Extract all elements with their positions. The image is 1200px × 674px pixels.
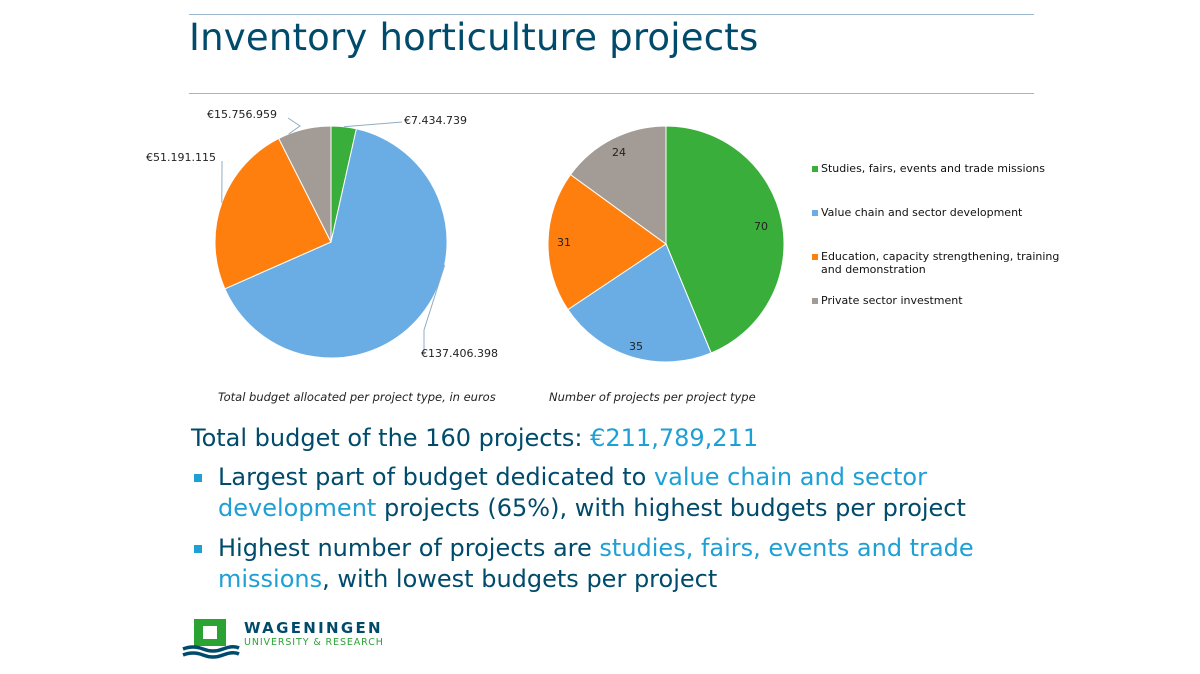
bullet-square-icon — [194, 474, 202, 482]
legend-label: Value chain and sector development — [821, 206, 1023, 219]
finding-text: Largest part of budget dedicated to — [218, 463, 654, 491]
finding-count: Highest number of projects are studies, … — [191, 533, 1041, 595]
budget-pie-chart: €7.434.739 €137.406.398 €51.191.115 €15.756… — [146, 108, 498, 360]
legend-swatch — [812, 210, 818, 216]
budget-chart-caption: Total budget allocated per project type,… — [218, 390, 496, 404]
summary-prefix: Total budget of the 160 projects: — [191, 424, 591, 452]
top-rule — [189, 14, 1034, 15]
legend-item-studies: Studies, fairs, events and trade mission… — [812, 162, 1062, 175]
data-label: 31 — [557, 236, 571, 249]
data-label: 70 — [754, 220, 768, 233]
data-label: €15.756.959 — [207, 108, 277, 121]
legend-label: Education, capacity strengthening, train… — [821, 250, 1060, 276]
finding-text: Highest number of projects are — [218, 534, 600, 562]
legend-item-value-chain: Value chain and sector development — [812, 206, 1062, 219]
total-budget-amount: €211,789,211 — [590, 424, 759, 452]
leader-line — [287, 117, 301, 135]
pie-slice — [569, 125, 667, 245]
wageningen-logo-icon — [182, 619, 240, 659]
title-rule — [189, 93, 1034, 94]
slide-title: Inventory horticulture projects — [189, 16, 759, 59]
legend-swatch — [812, 298, 818, 304]
data-label: €7.434.739 — [404, 114, 467, 127]
pie-charts: €7.434.739 €137.406.398 €51.191.115 €15.756… — [146, 108, 785, 363]
leader-line — [423, 264, 446, 352]
count-chart-caption: Number of projects per project type — [549, 390, 756, 404]
finding-budget: Largest part of budget dedicated to valu… — [191, 462, 1041, 524]
legend-label: Studies, fairs, events and trade mission… — [821, 162, 1046, 175]
finding-text: projects (65%), with highest budgets per… — [376, 494, 966, 522]
legend-item-private-sector: Private sector investment — [812, 294, 1062, 307]
project-count-pie-chart: 70 35 31 24 — [547, 125, 785, 363]
legend-label: Private sector investment — [821, 294, 963, 307]
pie-slice — [278, 125, 332, 243]
finding-highlight: value chain and sector development — [218, 463, 927, 522]
finding-text: , with lowest budgets per project — [322, 565, 718, 593]
pie-slice — [547, 173, 667, 311]
legend-swatch — [812, 254, 818, 260]
data-label: €51.191.115 — [146, 151, 216, 164]
logo-subtitle: UNIVERSITY & RESEARCH — [244, 637, 384, 648]
leader-line — [343, 121, 403, 128]
pie-slice — [567, 243, 712, 363]
logo-wordmark: WAGENINGEN — [244, 619, 383, 637]
pie-slice — [224, 128, 448, 359]
pie-slice — [665, 125, 785, 354]
legend-swatch — [812, 166, 818, 172]
finding-highlight: studies, fairs, events and trade mission… — [218, 534, 974, 593]
data-label: €137.406.398 — [421, 347, 498, 360]
total-budget-summary: Total budget of the 160 projects: €211,7… — [191, 424, 758, 452]
legend-item-education: Education, capacity strengthening, train… — [812, 250, 1062, 276]
data-label: 35 — [629, 340, 643, 353]
bullet-square-icon — [194, 545, 202, 553]
data-label: 24 — [612, 146, 626, 159]
key-findings-list: Largest part of budget dedicated to valu… — [191, 462, 1041, 604]
